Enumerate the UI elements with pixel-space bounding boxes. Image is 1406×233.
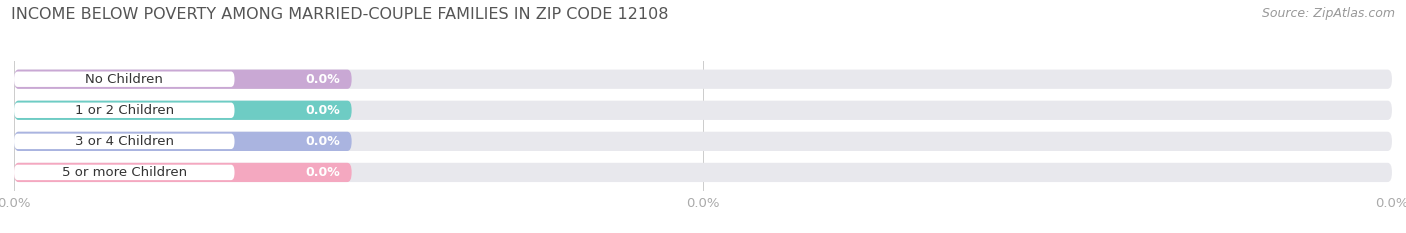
Text: 0.0%: 0.0% bbox=[307, 73, 340, 86]
FancyBboxPatch shape bbox=[14, 163, 352, 182]
FancyBboxPatch shape bbox=[14, 70, 352, 89]
Text: 0.0%: 0.0% bbox=[307, 166, 340, 179]
FancyBboxPatch shape bbox=[14, 163, 1392, 182]
Text: 0.0%: 0.0% bbox=[307, 104, 340, 117]
Text: Source: ZipAtlas.com: Source: ZipAtlas.com bbox=[1261, 7, 1395, 20]
Text: 1 or 2 Children: 1 or 2 Children bbox=[75, 104, 174, 117]
FancyBboxPatch shape bbox=[14, 134, 235, 149]
Text: 5 or more Children: 5 or more Children bbox=[62, 166, 187, 179]
FancyBboxPatch shape bbox=[14, 132, 352, 151]
Text: 0.0%: 0.0% bbox=[307, 135, 340, 148]
Text: INCOME BELOW POVERTY AMONG MARRIED-COUPLE FAMILIES IN ZIP CODE 12108: INCOME BELOW POVERTY AMONG MARRIED-COUPL… bbox=[11, 7, 669, 22]
Text: No Children: No Children bbox=[86, 73, 163, 86]
FancyBboxPatch shape bbox=[14, 101, 1392, 120]
FancyBboxPatch shape bbox=[14, 101, 352, 120]
FancyBboxPatch shape bbox=[14, 103, 235, 118]
FancyBboxPatch shape bbox=[14, 72, 235, 87]
FancyBboxPatch shape bbox=[14, 70, 1392, 89]
Text: 3 or 4 Children: 3 or 4 Children bbox=[75, 135, 174, 148]
FancyBboxPatch shape bbox=[14, 132, 1392, 151]
FancyBboxPatch shape bbox=[14, 165, 235, 180]
